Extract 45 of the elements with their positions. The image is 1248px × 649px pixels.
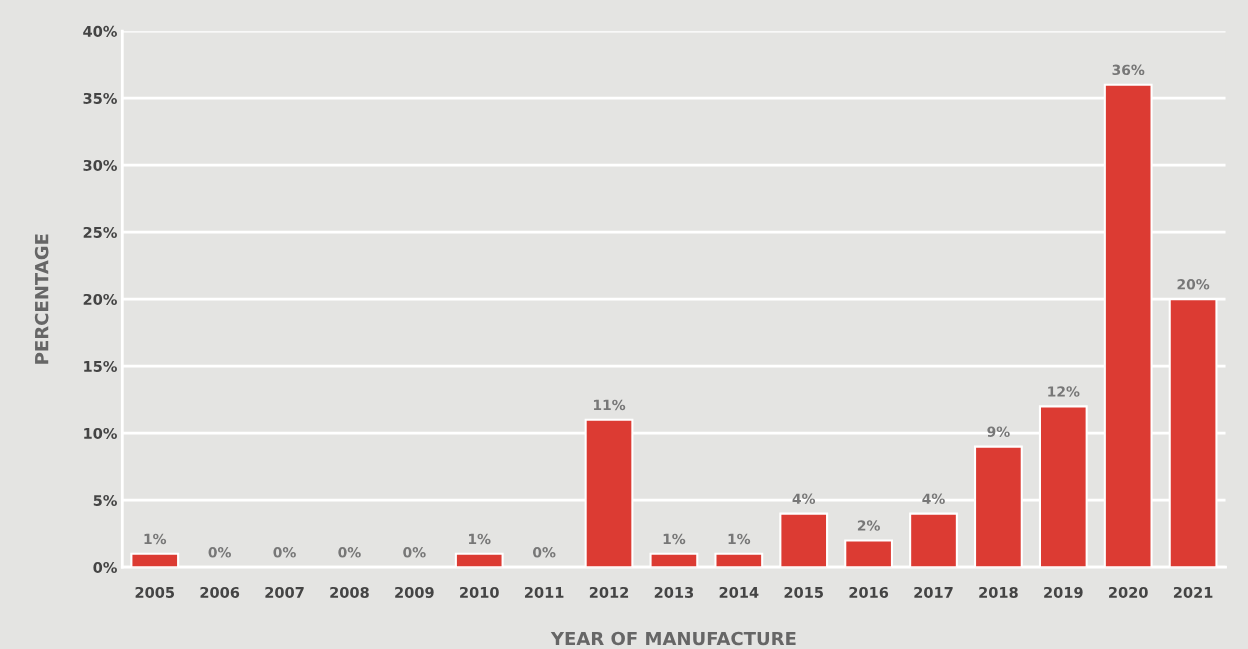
x-tick-label: 2007 [265,586,304,598]
y-tick-label: 0% [93,561,117,573]
x-tick-label: 2012 [589,586,629,598]
data-label: 2% [857,520,880,531]
data-label: 1% [728,533,751,545]
data-label: 0% [273,547,296,558]
data-label: 11% [593,399,626,411]
x-tick-label: 2011 [524,586,564,598]
y-tick-label: 30% [83,159,117,171]
x-tick-label: 2005 [135,586,175,598]
data-label: 0% [533,547,556,558]
y-axis-title: PERCENTAGE [34,234,49,364]
x-tick-label: 2010 [460,586,499,598]
data-label: 12% [1048,386,1080,397]
x-tick-label: 2020 [1109,586,1148,598]
x-tick-label: 2021 [1173,586,1213,598]
y-tick-label: 20% [83,293,117,305]
data-label: 1% [663,533,686,545]
data-label: 36% [1112,64,1145,76]
y-tick-label: 25% [83,226,117,238]
data-label: 0% [403,547,426,558]
x-tick-label: 2017 [914,586,953,598]
data-label: 4% [922,493,945,504]
x-tick-label: 2008 [330,586,369,598]
data-label: 4% [792,493,816,504]
data-label: 0% [338,547,361,558]
x-tick-label: 2014 [719,586,759,598]
x-tick-label: 2013 [654,586,694,598]
y-tick-label: 35% [83,92,117,104]
y-tick-label: 5% [93,494,117,506]
y-tick-label: 10% [84,427,117,439]
x-tick-label: 2006 [200,586,240,598]
x-tick-label: 2009 [395,586,434,598]
data-label: 1% [144,533,167,545]
y-tick-label: 40% [83,25,117,37]
x-axis-title: YEAR OF MANUFACTURE [550,631,796,646]
x-tick-label: 2019 [1044,586,1083,598]
data-label: 9% [987,426,1010,437]
data-label: 20% [1177,279,1210,290]
data-label: 0% [208,547,231,558]
x-tick-label: 2016 [849,586,889,598]
y-tick-label: 15% [84,360,117,372]
x-tick-label: 2015 [784,586,823,598]
data-label: 1% [469,533,491,545]
x-tick-label: 2018 [979,586,1018,598]
